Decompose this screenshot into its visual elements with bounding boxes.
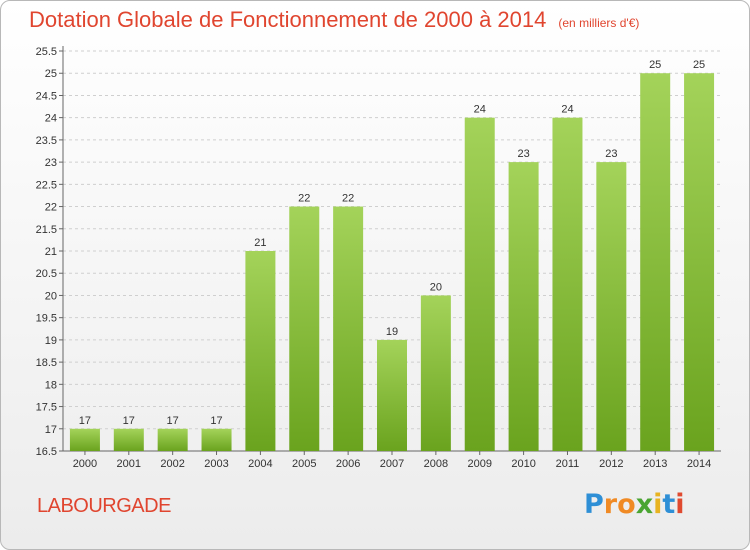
y-tick-label: 22: [45, 202, 57, 214]
x-tick-label: 2014: [687, 458, 711, 470]
value-label: 25: [693, 59, 705, 71]
y-tick-label: 17: [45, 424, 57, 436]
x-tick-label: 2012: [599, 458, 623, 470]
value-label: 23: [517, 148, 529, 160]
y-tick-label: 22.5: [36, 179, 57, 191]
x-tick-label: 2009: [467, 458, 491, 470]
bars: [69, 73, 715, 452]
x-tick-label: 2004: [248, 458, 272, 470]
y-tick-label: 21: [45, 246, 57, 258]
x-tick-label: 2008: [424, 458, 448, 470]
y-tick-label: 25.5: [36, 46, 57, 58]
x-tick-label: 2003: [204, 458, 228, 470]
value-label: 23: [605, 148, 617, 160]
x-tick-labels: 2000 2001 2002 2003 2004 2005 2006 2007 2008 2009…: [73, 451, 711, 470]
y-tick-label: 16.5: [36, 446, 57, 458]
y-tick-label: 20.5: [36, 268, 57, 280]
bar-2001: [113, 428, 144, 451]
value-label: 22: [298, 193, 310, 205]
value-label: 17: [210, 415, 222, 427]
y-tick-label: 23.5: [36, 135, 57, 147]
chart-title: Dotation Globale de Fonctionnement de 20…: [29, 7, 639, 33]
x-tick-label: 2011: [556, 458, 580, 470]
commune-name: LABOURGADE: [37, 495, 171, 517]
value-label: 17: [123, 415, 135, 427]
y-tick-label: 19: [45, 335, 57, 347]
bar-2006: [333, 206, 364, 451]
chart-title-text: Dotation Globale de Fonctionnement de 20…: [29, 7, 547, 32]
x-tick-label: 2005: [292, 458, 316, 470]
bar-2004: [245, 251, 276, 451]
y-tick-label: 23: [45, 157, 57, 169]
value-label: 22: [342, 193, 354, 205]
y-tick-label: 25: [45, 68, 57, 80]
y-tick-label: 24: [45, 113, 57, 125]
bar-2002: [157, 428, 188, 451]
bar-2010: [508, 162, 539, 451]
x-tick-label: 2000: [73, 458, 97, 470]
value-label: 25: [649, 59, 661, 71]
y-tick-label: 19.5: [36, 313, 57, 325]
x-tick-label: 2006: [336, 458, 360, 470]
x-tick-label: 2007: [380, 458, 404, 470]
chart-subtitle: (en milliers d'€): [558, 16, 640, 30]
value-label: 19: [386, 326, 398, 338]
y-tick-label: 21.5: [36, 224, 57, 236]
value-label: 17: [167, 415, 179, 427]
y-tick-label: 24.5: [36, 90, 57, 102]
bar-2005: [289, 206, 320, 451]
value-label: 17: [79, 415, 91, 427]
proxiti-logo[interactable]: Proxiti: [584, 489, 685, 520]
bar-2011: [552, 117, 583, 452]
y-tick-label: 18.5: [36, 357, 57, 369]
value-label: 21: [254, 237, 266, 249]
value-labels: 17 17 17 17 21 22 22 19 20 24 23 24 23 25 25: [79, 59, 705, 427]
value-label: 24: [474, 104, 486, 116]
value-label: 24: [561, 104, 573, 116]
bar-2003: [201, 428, 232, 451]
bar-2014: [684, 73, 715, 451]
y-tick-label: 17.5: [36, 402, 57, 414]
x-tick-label: 2001: [117, 458, 141, 470]
y-tick-label: 18: [45, 379, 57, 391]
bar-2012: [596, 162, 627, 451]
value-label: 20: [430, 281, 442, 293]
y-tick-label: 20: [45, 290, 57, 302]
bar-2009: [464, 117, 495, 452]
bar-2008: [420, 295, 451, 451]
bar-2000: [69, 428, 100, 451]
x-tick-label: 2002: [160, 458, 184, 470]
y-tick-labels: 16.5 17 17.5 18 18.5 19 19.5 20 20.5 21 21.5 22 22.5…: [36, 46, 57, 458]
x-tick-label: 2013: [643, 458, 667, 470]
bar-2013: [640, 73, 671, 451]
x-tick-label: 2010: [511, 458, 535, 470]
bar-2007: [377, 339, 407, 451]
